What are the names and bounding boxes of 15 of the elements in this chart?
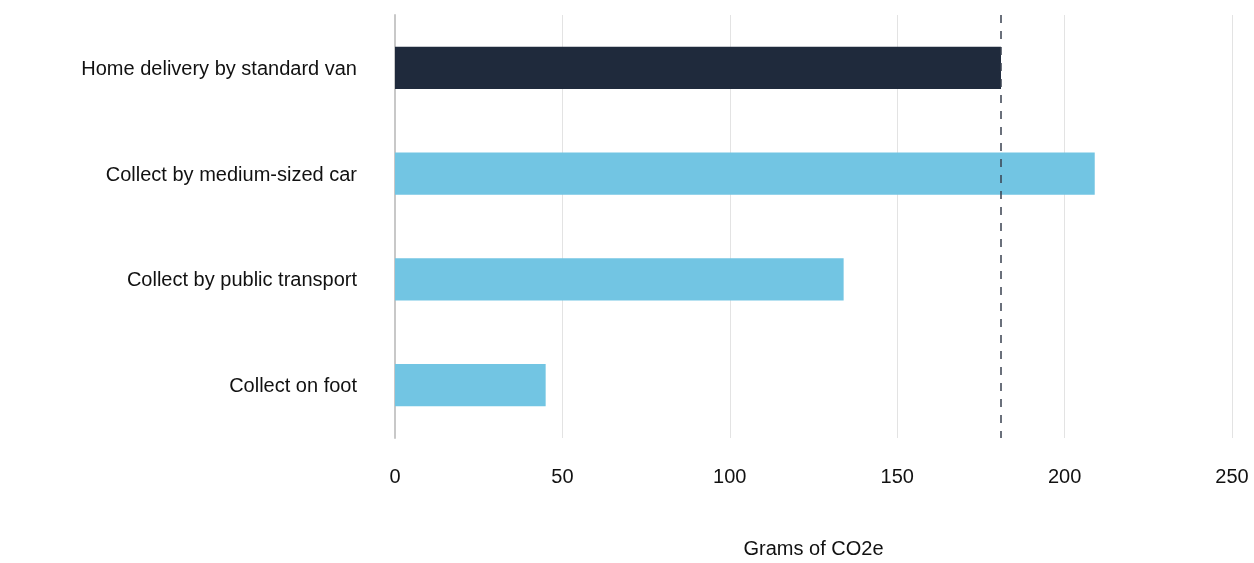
x-tick-label: 200 [1047,465,1082,487]
y-tick-label: Collect by medium-sized car [105,162,358,185]
x-tick-label: 0 [389,465,401,487]
bar [395,363,546,407]
bar [395,46,1001,90]
bar [395,152,1095,195]
x-tick-label: 250 [1215,465,1249,487]
y-tick-label: Collect by public transport [126,268,358,291]
x-axis-title: Grams of CO2e [743,537,884,559]
bar [395,258,844,301]
x-tick-label: 100 [713,465,747,487]
y-tick-label: Home delivery by standard van [81,56,357,79]
y-tick-label: Collect on foot [229,374,358,397]
x-tick-label: 150 [880,465,914,487]
x-tick-label: 50 [551,465,574,487]
